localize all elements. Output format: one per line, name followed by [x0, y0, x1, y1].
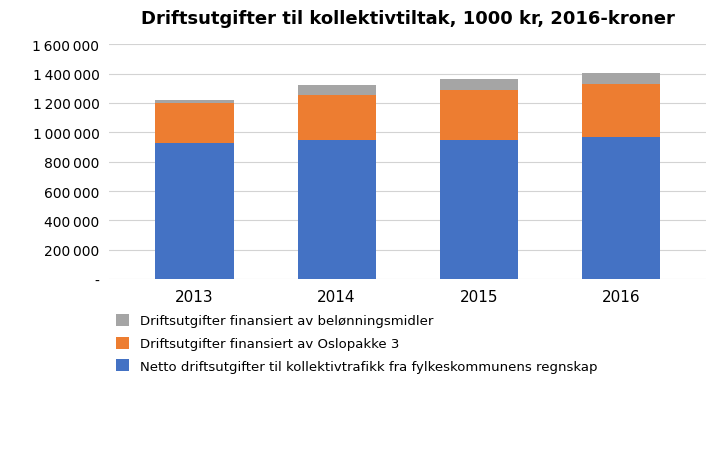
- Bar: [582, 138, 660, 280]
- Bar: [582, 74, 660, 85]
- Title: Driftsutgifter til kollektivtiltak, 1000 kr, 2016-kroner: Driftsutgifter til kollektivtiltak, 1000…: [141, 10, 675, 28]
- Bar: [155, 101, 234, 104]
- Bar: [298, 96, 376, 141]
- Bar: [298, 141, 376, 280]
- Bar: [155, 104, 234, 143]
- Bar: [582, 85, 660, 138]
- Bar: [155, 143, 234, 280]
- Bar: [440, 91, 518, 141]
- Bar: [298, 86, 376, 96]
- Bar: [440, 141, 518, 280]
- Legend: Driftsutgifter finansiert av belønningsmidler, Driftsutgifter finansiert av Oslo: Driftsutgifter finansiert av belønningsm…: [116, 314, 597, 373]
- Bar: [440, 80, 518, 91]
